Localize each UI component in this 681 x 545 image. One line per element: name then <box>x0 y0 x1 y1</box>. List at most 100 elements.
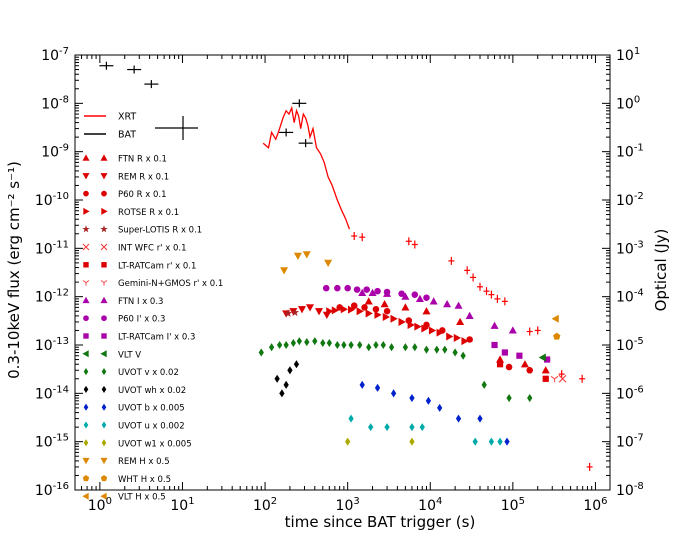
series-15-point-8-shape <box>320 338 326 348</box>
legend-marker-a <box>82 350 89 358</box>
series-12-point-3 <box>353 286 361 293</box>
x-tick-label: 101 <box>170 496 194 514</box>
series-18 <box>348 414 503 446</box>
series-17-point-0 <box>359 380 365 389</box>
series-6-point-5 <box>365 309 373 318</box>
series-14 <box>538 353 546 362</box>
legend-marker-a-shape <box>82 492 89 500</box>
series-4-point-4 <box>315 308 324 316</box>
series-6-point-7-shape <box>382 312 390 321</box>
series-18-point-5-shape <box>472 437 478 446</box>
series-12-point-6-shape <box>383 288 391 296</box>
series-6-point-11 <box>414 322 422 331</box>
series-8-point-0 <box>558 374 567 383</box>
series-12 <box>322 284 430 302</box>
series-17-point-4-shape <box>425 396 432 405</box>
series-6-point-10 <box>407 320 415 329</box>
series-6-point-15 <box>446 332 454 341</box>
series-0 <box>262 105 351 230</box>
y-right-tick-label: 10-8 <box>616 481 644 499</box>
legend-label: UVOT v x 0.02 <box>118 368 179 378</box>
series-12-point-0 <box>322 284 330 292</box>
series-13-point-2 <box>516 352 523 359</box>
series-15-point-3 <box>283 340 289 350</box>
series-6-point-13-shape <box>428 326 437 335</box>
legend-marker-a <box>83 315 89 322</box>
legend-marker-a <box>82 154 90 161</box>
series-5-point-1-shape <box>350 302 358 309</box>
series-15-point-19 <box>412 343 418 352</box>
series-15-point-18-shape <box>402 343 409 352</box>
legend-marker-b-stroke-b <box>100 243 108 251</box>
series-1 <box>351 231 593 471</box>
y-right-tick-label: 10-2 <box>616 191 644 209</box>
series-9 <box>496 361 549 382</box>
series-6-point-3-shape <box>347 305 356 314</box>
legend-marker-b <box>100 296 108 304</box>
series-15-point-14 <box>366 343 372 352</box>
series-17 <box>359 380 510 446</box>
series-15-point-24-shape <box>460 351 466 360</box>
legend-entry-5: P60 R x 0.1 <box>83 190 167 200</box>
series-10-point-0 <box>550 375 559 383</box>
series-12-point-5 <box>374 287 381 295</box>
series-18-point-5 <box>472 437 478 446</box>
series-15-point-2-shape <box>276 340 283 350</box>
series-15-point-25 <box>481 380 487 389</box>
series-9-point-1-shape <box>542 375 549 382</box>
axes: 100 101 102 103 104 105 106 10-7 10-8 10-9 10-10 10… <box>35 46 644 514</box>
legend-marker-a <box>83 439 89 447</box>
series-7-point-1 <box>290 308 300 317</box>
series-5-point-3 <box>372 305 380 313</box>
series-15-point-17-shape <box>388 343 395 352</box>
series-11-point-8 <box>465 311 474 320</box>
legend-marker-b-shape <box>100 225 108 233</box>
series-15-point-23-shape <box>452 348 458 357</box>
plot-frame <box>74 54 611 491</box>
y-left-tick-label: 10-16 <box>35 481 69 499</box>
legend-marker-a <box>82 243 90 251</box>
series-6-point-5-shape <box>365 309 373 318</box>
series-6-point-4 <box>356 307 364 316</box>
legend-entry-13: LT-RATCam I' x 0.3 <box>83 333 195 343</box>
legend-marker-a-shape <box>82 225 90 233</box>
series-6-point-12 <box>421 324 429 333</box>
series-18-point-7 <box>497 437 503 446</box>
series-15-point-8 <box>320 338 326 348</box>
legend-marker-a <box>82 280 90 286</box>
series-11-point-3 <box>401 292 410 300</box>
series-22-point-0-shape <box>551 314 559 323</box>
legend-marker-a <box>82 457 90 465</box>
series-11-point-9 <box>490 321 499 329</box>
series-6-point-0-shape <box>326 307 334 316</box>
y-left-tick-label: 10-13 <box>35 336 69 354</box>
legend-label: P60 R x 0.1 <box>118 190 167 200</box>
series-15-point-5 <box>296 337 302 346</box>
series-11-point-0-shape <box>358 288 367 296</box>
series-6-point-2 <box>340 305 348 314</box>
legend-marker-a <box>82 475 90 482</box>
series-13-point-0-shape <box>491 341 498 349</box>
legend-label: REM H x 0.5 <box>118 457 170 467</box>
x-tick-label: 104 <box>418 496 442 514</box>
series-6-point-13 <box>428 326 437 335</box>
series-16-point-2-shape <box>283 380 289 389</box>
legend-entry-9: LT-RATCam r' x 0.1 <box>83 261 196 271</box>
series-5-point-4-shape <box>383 307 391 315</box>
plot-area <box>99 61 593 471</box>
legend-entry-19: UVOT w1 x 0.005 <box>83 439 192 449</box>
series-11-point-4-shape <box>415 294 424 302</box>
series-6-point-7 <box>382 312 390 321</box>
series-3-point-4 <box>456 317 465 326</box>
series-3-point-3 <box>422 307 431 315</box>
series-5-point-9-shape <box>505 363 513 371</box>
series-3-point-1-shape <box>380 300 389 308</box>
legend-label: Gemini-N+GMOS r' x 0.1 <box>118 279 223 289</box>
legend-marker-b <box>100 350 107 358</box>
series-16-point-0 <box>274 374 280 383</box>
series-11-point-8-shape <box>465 311 474 320</box>
series-13-point-1-shape <box>501 349 508 356</box>
legend-marker-b <box>101 315 107 322</box>
legend-marker-b <box>100 475 108 482</box>
